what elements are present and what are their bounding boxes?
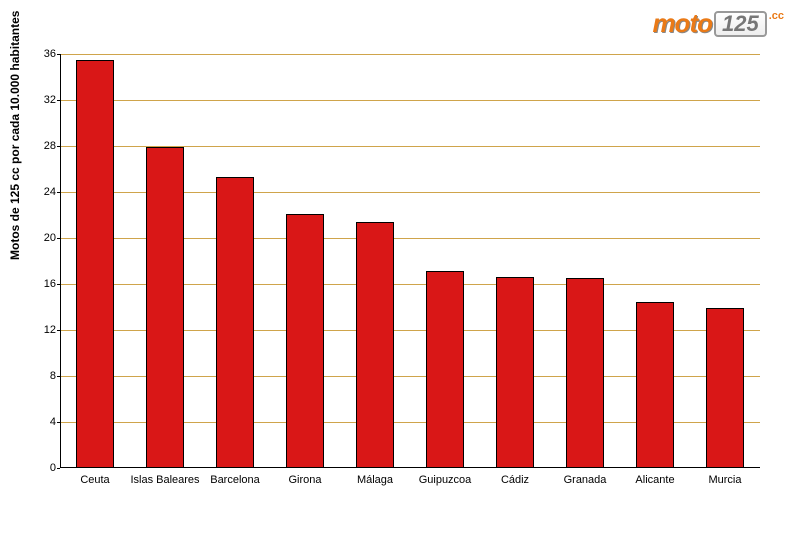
- x-tick-label: Guipuzcoa: [419, 474, 472, 486]
- y-tick-label: 24: [32, 186, 56, 198]
- x-tick-label: Granada: [564, 474, 607, 486]
- x-tick-label: Alicante: [635, 474, 674, 486]
- chart-container: moto 125 .cc Motos de 125 cc por cada 10…: [0, 0, 800, 533]
- y-tick-label: 32: [32, 94, 56, 106]
- x-tick-label: Cádiz: [501, 474, 529, 486]
- y-tick-label: 16: [32, 278, 56, 290]
- bar: [706, 308, 745, 468]
- bar: [76, 60, 115, 468]
- y-tick-mark: [57, 468, 60, 469]
- x-tick-label: Málaga: [357, 474, 393, 486]
- y-tick-label: 8: [32, 370, 56, 382]
- y-tick-label: 28: [32, 140, 56, 152]
- x-tick-label: Barcelona: [210, 474, 260, 486]
- bar: [426, 271, 465, 468]
- bar: [286, 214, 325, 468]
- bar: [146, 147, 185, 468]
- logo: moto 125 .cc: [652, 8, 784, 39]
- bar: [496, 277, 535, 468]
- bar: [216, 177, 255, 468]
- bar: [636, 302, 675, 468]
- y-tick-label: 20: [32, 232, 56, 244]
- y-tick-label: 4: [32, 416, 56, 428]
- bar: [356, 222, 395, 468]
- y-tick-label: 12: [32, 324, 56, 336]
- x-tick-label: Islas Baleares: [130, 474, 199, 486]
- x-tick-label: Ceuta: [80, 474, 109, 486]
- logo-text-cc: .cc: [769, 10, 784, 22]
- bar: [566, 278, 605, 468]
- logo-text-moto: moto: [652, 8, 712, 39]
- bars-group: [60, 54, 760, 468]
- y-tick-label: 0: [32, 462, 56, 474]
- y-axis-title: Motos de 125 cc por cada 10.000 habitant…: [8, 11, 22, 260]
- x-tick-label: Girona: [288, 474, 321, 486]
- plot-area: 04812162024283236: [60, 54, 760, 468]
- y-tick-label: 36: [32, 48, 56, 60]
- x-tick-label: Murcia: [708, 474, 741, 486]
- logo-text-125: 125: [714, 11, 767, 37]
